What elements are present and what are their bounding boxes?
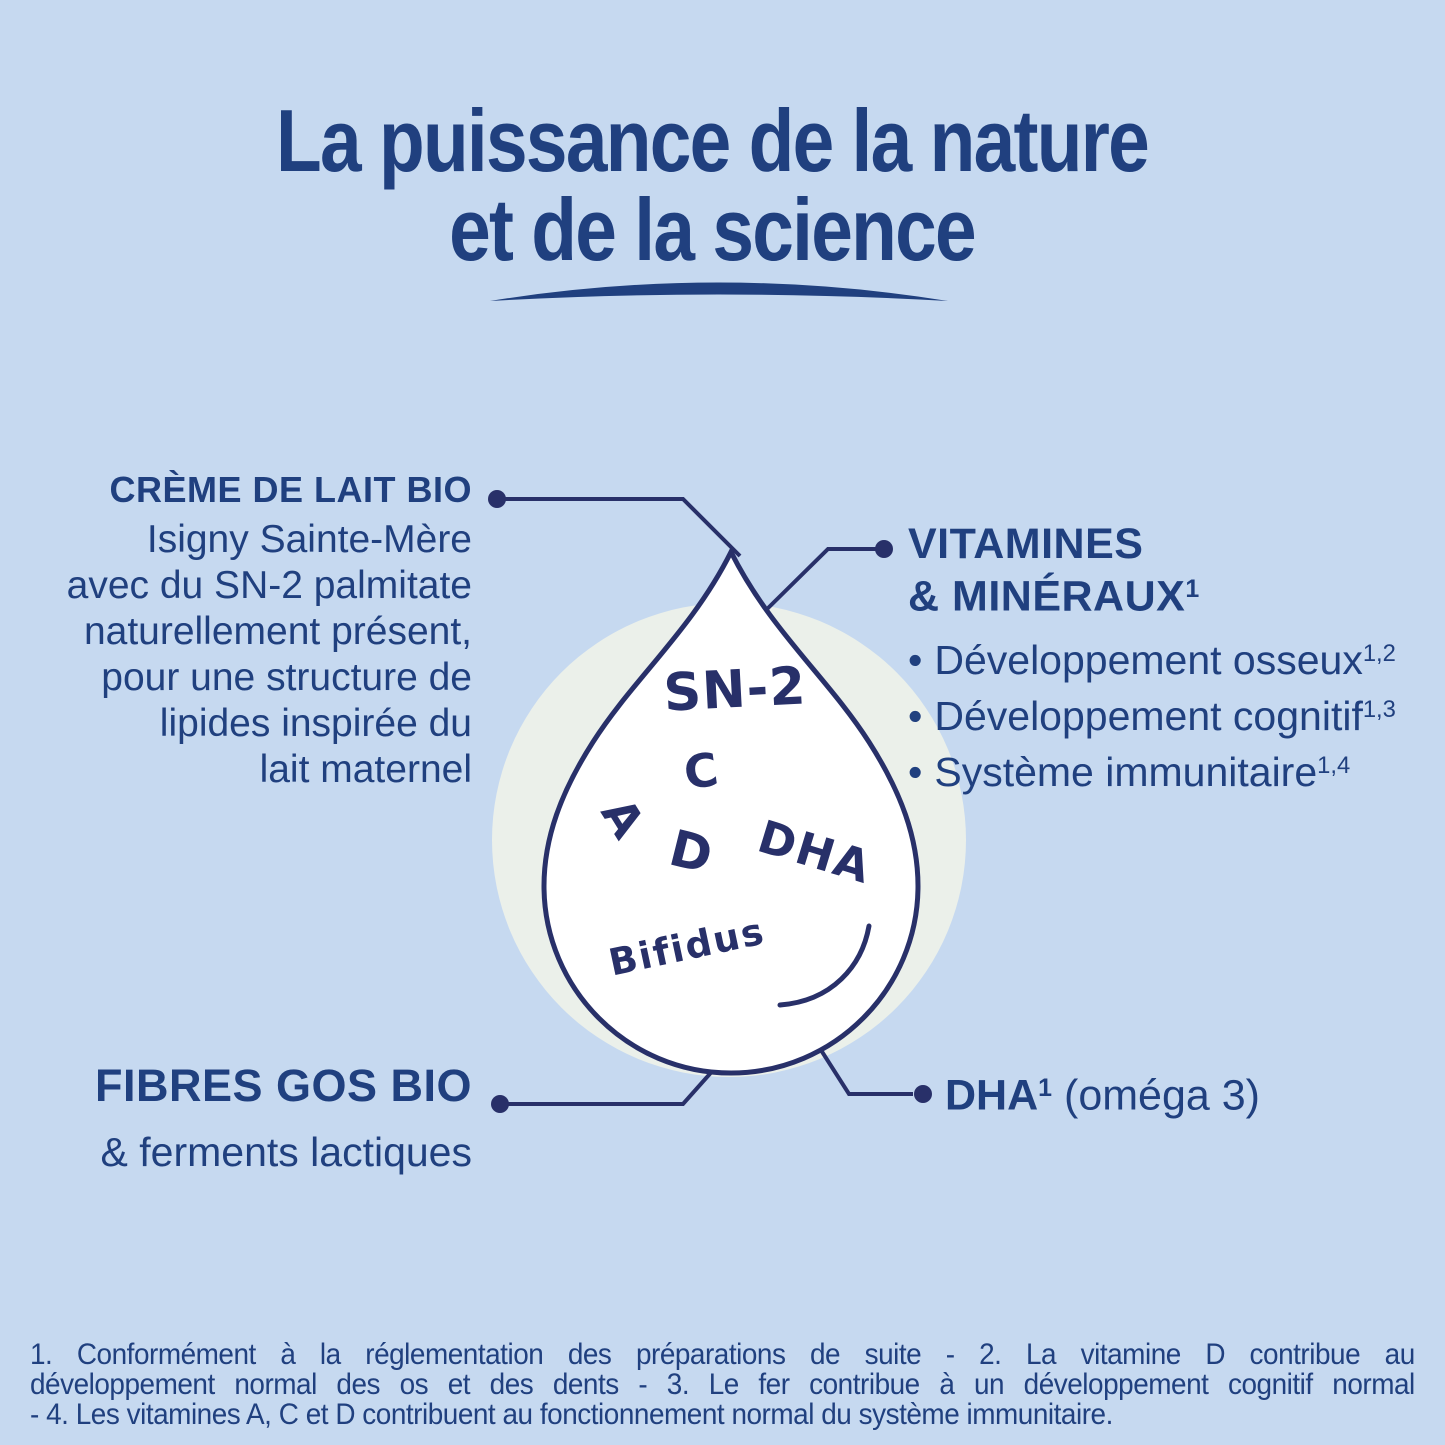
footnote-line-3: - 4. Les vitamines A, C et D contribuent… [30, 1398, 1113, 1431]
bullet-developpement-osseux: • Développement osseux1,2 [908, 629, 1445, 685]
dha-suffix: (oméga 3) [1052, 1071, 1260, 1120]
dot-creme-de-lait [488, 490, 506, 508]
bullet-footnote: 1,4 [1317, 751, 1351, 779]
bullet-glyph: • [908, 748, 923, 795]
footnotes: 1. Conformément à la réglementation des … [30, 1340, 1415, 1430]
connector-creme-de-lait [497, 497, 742, 558]
vitamines-heading-line-1: VITAMINES [908, 520, 1144, 568]
bullet-text: Développement osseux [934, 636, 1363, 683]
footnote-line-1: 1. Conformément à la réglementation des … [30, 1338, 1415, 1371]
droplet-label-sn2: SN-2 [662, 656, 808, 724]
vitamines-heading-line-2: & MINÉRAUX1 [908, 567, 1445, 620]
creme-line-1: Isigny Sainte-Mère [146, 518, 472, 561]
dot-dha [914, 1085, 932, 1103]
creme-line-2: avec du SN-2 palmitate [66, 564, 472, 607]
connector-vitamines [760, 547, 876, 616]
dha-label: DHA [945, 1071, 1039, 1120]
bullet-footnote: 1,3 [1362, 695, 1396, 723]
title-line-2: et de la science [449, 180, 977, 279]
creme-line-5: lipides inspirée du [159, 702, 472, 745]
bullet-text: Développement cognitif [934, 692, 1363, 739]
bullet-footnote: 1,2 [1362, 639, 1396, 667]
callout-creme-de-lait: CRÈME DE LAIT BIO Isigny Sainte-Mère ave… [2, 468, 472, 793]
vitamines-heading-footnote: 1 [1185, 575, 1200, 603]
creme-de-lait-heading: CRÈME DE LAIT BIO [109, 469, 472, 510]
footnote-line-2: développement normal des os et des dents… [30, 1368, 1415, 1401]
title-line-1: La puissance de la nature [275, 91, 1150, 190]
creme-line-6: lait maternel [259, 748, 472, 791]
callout-vitamines-mineraux: VITAMINES & MINÉRAUX1 • Développement oss… [908, 522, 1445, 797]
vitamines-heading-text: & MINÉRAUX [908, 572, 1186, 621]
fibres-gos-heading: FIBRES GOS BIO [94, 1060, 472, 1111]
creme-line-3: naturellement présent, [83, 610, 472, 653]
bullet-glyph: • [908, 692, 923, 739]
page-title: La puissance de la nature et de la scien… [107, 96, 1317, 274]
droplet-accent-stroke [777, 923, 872, 1008]
bullet-text: Système immunitaire [934, 748, 1318, 795]
dot-fibres-gos [491, 1095, 509, 1113]
vitamines-bullet-list: • Développement osseux1,2 • Développement … [908, 629, 1445, 797]
droplet-shape [541, 546, 921, 1076]
callout-fibres-gos: FIBRES GOS BIO & ferments lactiques [0, 1062, 472, 1176]
bullet-systeme-immunitaire: • Système immunitaire1,4 [908, 741, 1445, 797]
dot-vitamines [875, 540, 893, 558]
dha-footnote: 1 [1038, 1074, 1053, 1102]
creme-de-lait-description: Isigny Sainte-Mère avec du SN-2 palmitat… [2, 517, 472, 793]
creme-line-4: pour une structure de [101, 656, 472, 699]
bullet-glyph: • [908, 636, 923, 683]
connector-dha [810, 1034, 913, 1096]
title-underline-swoosh [490, 282, 948, 301]
callout-dha-omega3: DHA1 (oméga 3) [945, 1064, 1260, 1120]
bullet-developpement-cognitif: • Développement cognitif1,3 [908, 685, 1445, 741]
fibres-gos-subheading: & ferments lactiques [100, 1129, 472, 1175]
